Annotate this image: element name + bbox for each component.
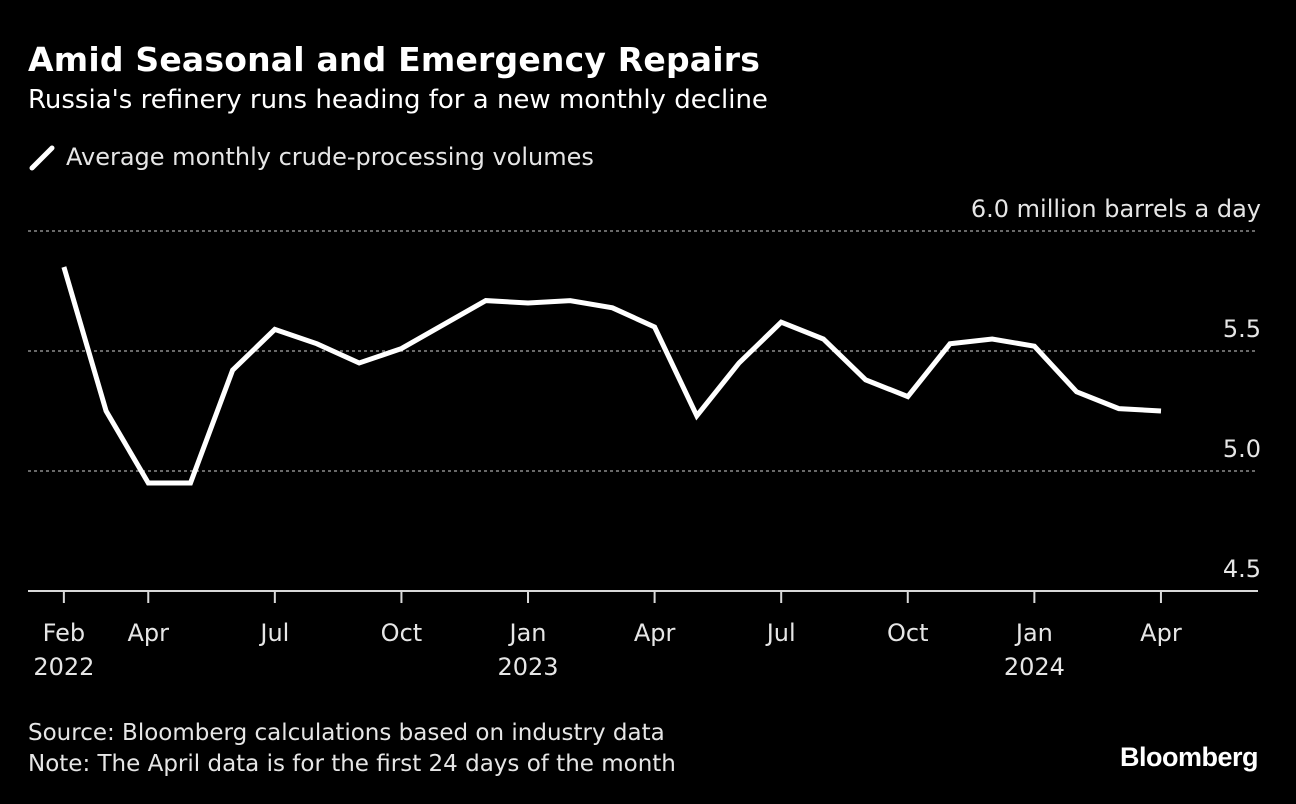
x-tick-label: Jan: [508, 619, 547, 647]
bloomberg-logo: Bloomberg: [1119, 742, 1259, 772]
y-tick-label: 5.0: [1223, 435, 1261, 463]
x-tick-year-label: 2023: [497, 653, 558, 681]
x-tick-label: Apr: [127, 619, 169, 647]
legend: Average monthly crude-processing volumes: [28, 142, 594, 172]
series-line-0: [61, 266, 1162, 486]
x-tick-label: Oct: [887, 619, 929, 647]
y-tick-label: 6.0 million barrels a day: [971, 195, 1261, 223]
chart-subtitle: Russia's refinery runs heading for a new…: [28, 85, 768, 115]
legend-label: Average monthly crude-processing volumes: [66, 143, 594, 171]
chart-title: Amid Seasonal and Emergency Repairs: [28, 40, 761, 79]
x-tick-label: Jul: [258, 619, 289, 647]
x-tick-year-label: 2024: [1004, 653, 1065, 681]
source-note: Source: Bloomberg calculations based on …: [28, 720, 665, 746]
x-tick-year-label: 2022: [33, 653, 94, 681]
y-tick-label: 4.5: [1223, 555, 1261, 583]
legend-line-icon: [29, 145, 55, 171]
x-tick-label: Jul: [765, 619, 796, 647]
x-tick-label: Feb: [43, 619, 86, 647]
y-tick-label: 5.5: [1223, 315, 1261, 343]
x-tick-label: Jan: [1014, 619, 1053, 647]
x-tick-label: Apr: [634, 619, 676, 647]
data-note: Note: The April data is for the first 24…: [28, 751, 676, 777]
x-tick-label: Apr: [1140, 619, 1182, 647]
x-tick-label: Oct: [381, 619, 423, 647]
